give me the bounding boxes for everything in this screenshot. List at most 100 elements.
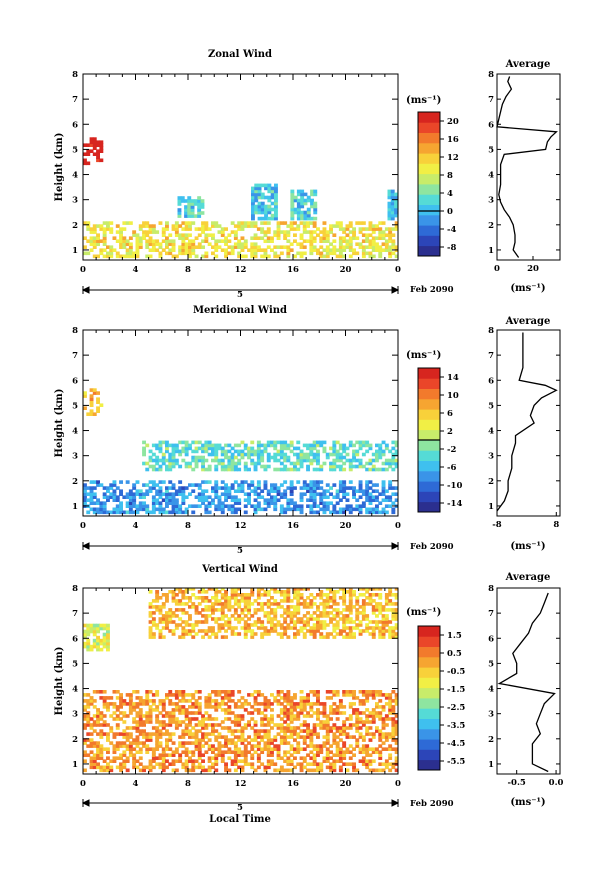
heatmap-cell xyxy=(135,738,140,742)
heatmap-cell xyxy=(122,753,127,757)
heatmap-cell xyxy=(128,708,133,712)
heatmap-cell xyxy=(302,765,307,770)
heatmap-cell xyxy=(312,452,317,457)
heatmap-cell xyxy=(293,747,297,751)
heatmap-cell xyxy=(368,747,373,751)
heatmap-cell xyxy=(319,590,324,594)
heatmap-cell xyxy=(342,629,347,633)
heatmap-cell xyxy=(299,617,304,621)
heatmap-cell xyxy=(348,504,353,508)
heatmap-cell xyxy=(338,254,343,259)
heatmap-cell xyxy=(86,227,91,231)
heatmap-cell xyxy=(178,635,183,639)
heatmap-cell xyxy=(384,629,389,633)
heatmap-cell xyxy=(335,729,340,733)
heatmap-cell xyxy=(201,449,205,454)
heatmap-cell xyxy=(361,489,366,493)
heatmap-cell xyxy=(177,196,182,200)
panel-title: Meridional Wind xyxy=(193,305,287,316)
heatmap-cell xyxy=(89,696,94,700)
heatmap-cell xyxy=(151,239,156,243)
heatmap-cell xyxy=(227,455,232,460)
heatmap-cell xyxy=(125,735,130,739)
heatmap-cell xyxy=(243,461,248,466)
heatmap-cell xyxy=(128,750,133,754)
heatmap-cell xyxy=(309,762,314,766)
heatmap-cell xyxy=(276,498,281,502)
heatmap-cell xyxy=(191,696,196,700)
heatmap-cell xyxy=(358,440,363,445)
heatmap-cell xyxy=(233,233,238,237)
heatmap-cell xyxy=(312,248,317,252)
heatmap-cell xyxy=(384,599,389,603)
heatmap-cell xyxy=(302,626,307,630)
heatmap-cell xyxy=(319,507,324,512)
heatmap-cell xyxy=(119,239,123,243)
heatmap-cell xyxy=(365,251,370,256)
heatmap-cell xyxy=(361,711,366,715)
heatmap-cell xyxy=(384,495,389,499)
heatmap-cell xyxy=(171,720,176,724)
heatmap-cell xyxy=(342,239,347,243)
heatmap-cell xyxy=(371,593,376,597)
heatmap-cell xyxy=(325,635,330,639)
heatmap-cell xyxy=(270,720,274,724)
heatmap-cell xyxy=(316,711,320,715)
heatmap-cell xyxy=(197,208,202,212)
heatmap-cell xyxy=(319,620,324,624)
heatmap-cell xyxy=(266,498,271,502)
heatmap-cell xyxy=(148,449,153,454)
heatmap-cell xyxy=(289,626,294,630)
heatmap-cell xyxy=(86,492,91,496)
heatmap-cell xyxy=(217,617,222,621)
heatmap-cell xyxy=(283,230,288,234)
heatmap-cell xyxy=(266,227,271,231)
heatmap-cell xyxy=(148,602,153,606)
heatmap-cell xyxy=(122,744,127,748)
heatmap-cell xyxy=(322,611,327,615)
heatmap-cell xyxy=(200,199,205,203)
heatmap-cell xyxy=(247,608,251,612)
heatmap-cell xyxy=(220,702,225,706)
heatmap-cell xyxy=(243,620,248,624)
heatmap-cell xyxy=(276,632,281,636)
heatmap-cell xyxy=(119,233,123,237)
heatmap-cell xyxy=(230,588,235,591)
average-y-tick-label: 6 xyxy=(488,634,494,644)
heatmap-cell xyxy=(204,732,209,736)
heatmap-cell xyxy=(178,711,183,715)
heatmap-cell xyxy=(256,449,261,454)
heatmap-cell xyxy=(250,588,255,591)
heatmap-cell xyxy=(352,248,356,252)
heatmap-cell xyxy=(92,623,97,628)
heatmap-cell xyxy=(230,759,235,763)
heatmap-cell xyxy=(171,599,176,603)
colorbar-swatch xyxy=(418,749,440,761)
heatmap-cell xyxy=(178,486,183,490)
heatmap-cell xyxy=(309,768,314,773)
heatmap-cell xyxy=(270,189,275,194)
heatmap-cell xyxy=(286,233,291,237)
heatmap-cell xyxy=(381,461,386,466)
heatmap-cell xyxy=(148,738,153,742)
heatmap-cell xyxy=(306,735,310,739)
heatmap-cell xyxy=(125,242,130,246)
heatmap-cell xyxy=(250,738,255,742)
heatmap-cell xyxy=(266,230,271,234)
heatmap-cell xyxy=(250,248,255,252)
date-label: Feb 2090 xyxy=(410,799,454,809)
heatmap-cell xyxy=(387,189,392,194)
y-tick-label: 6 xyxy=(72,634,78,644)
heatmap-cell xyxy=(178,449,183,454)
heatmap-cell xyxy=(338,705,343,709)
heatmap-cell xyxy=(375,768,379,773)
heatmap-cell xyxy=(188,242,192,246)
colorbar-swatch xyxy=(418,667,440,678)
heatmap-cell xyxy=(207,501,212,505)
heatmap-cell xyxy=(224,455,228,460)
heatmap-cell xyxy=(247,224,251,228)
heatmap-cell xyxy=(260,623,265,627)
colorbar-swatch xyxy=(418,368,440,379)
heatmap-cell xyxy=(332,446,337,451)
